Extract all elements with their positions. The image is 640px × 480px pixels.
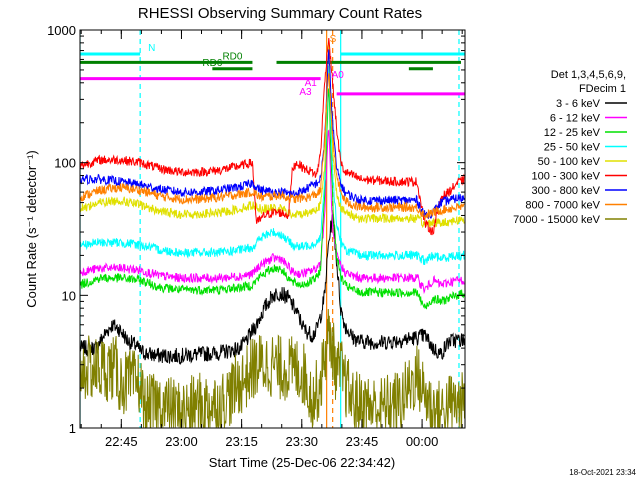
series-line (80, 49, 465, 219)
series-line (80, 88, 465, 310)
x-tick-label: 23:15 (225, 434, 258, 449)
x-tick-label: 00:00 (406, 434, 439, 449)
flag-bar-label: RD6 (202, 58, 222, 69)
series-line (80, 129, 465, 295)
flag-bars (80, 52, 465, 96)
legend-entry-label: 3 - 6 keV (556, 98, 601, 110)
x-axis-ticks: 22:45 23:00 23:15 23:30 23:45 00:00 (80, 30, 463, 449)
legend-entry-label: 800 - 7000 keV (525, 200, 600, 212)
legend-header-line-1: Det 1,3,4,5,6,9, (551, 69, 626, 81)
y-tick-label: 10 (62, 288, 76, 303)
x-tick-label: 23:30 (286, 434, 319, 449)
marker-label: A3 (299, 87, 312, 98)
legend-entry-label: 25 - 50 keV (544, 142, 601, 154)
marker-label: S (330, 34, 337, 45)
chart-title: RHESSI Observing Summary Count Rates (138, 5, 422, 22)
legend-entry-label: 6 - 12 keV (550, 113, 601, 125)
x-tick-label: 22:45 (105, 434, 138, 449)
x-tick-label: 23:00 (165, 434, 198, 449)
legend-entry-label: 300 - 800 keV (532, 185, 601, 197)
x-axis-label: Start Time (25-Dec-06 22:34:42) (209, 455, 395, 470)
legend-header-line-2: FDecim 1 (579, 83, 626, 95)
series-line (80, 37, 465, 236)
series-line (80, 73, 465, 221)
legend-entries: 3 - 6 keV 6 - 12 keV 12 - 25 keV 25 - 50 ke… (513, 98, 627, 226)
plot-area (80, 30, 465, 428)
marker-label: A1 (305, 78, 318, 89)
series-line (80, 64, 465, 265)
legend-entry-label: 100 - 300 keV (532, 171, 601, 183)
series-line (80, 308, 465, 428)
legend-entry-label: 50 - 100 keV (538, 156, 601, 168)
legend: Det 1,3,4,5,6,9, FDecim 1 3 - 6 keV 6 - 1… (513, 69, 627, 226)
series-line (80, 214, 465, 366)
marker-label: A0 (332, 70, 345, 81)
y-axis-label: Count Rate (s⁻¹ detector⁻¹) (24, 150, 39, 308)
x-tick-label: 23:45 (346, 434, 379, 449)
y-tick-label: 1000 (47, 23, 76, 38)
y-axis-ticks: 1 10 100 1000 (47, 23, 465, 436)
data-series (80, 37, 465, 428)
generation-timestamp: 18-Oct-2021 23:34 (569, 468, 636, 477)
vertical-lines (80, 30, 460, 428)
flag-bar-label: N (148, 43, 155, 54)
plot-frame (79, 29, 466, 429)
legend-entry-label: 12 - 25 keV (544, 127, 601, 139)
flag-bar-label: RD0 (222, 51, 242, 62)
y-tick-label: 1 (69, 421, 76, 436)
y-tick-label: 100 (54, 156, 76, 171)
legend-entry-label: 7000 - 15000 keV (513, 214, 601, 226)
